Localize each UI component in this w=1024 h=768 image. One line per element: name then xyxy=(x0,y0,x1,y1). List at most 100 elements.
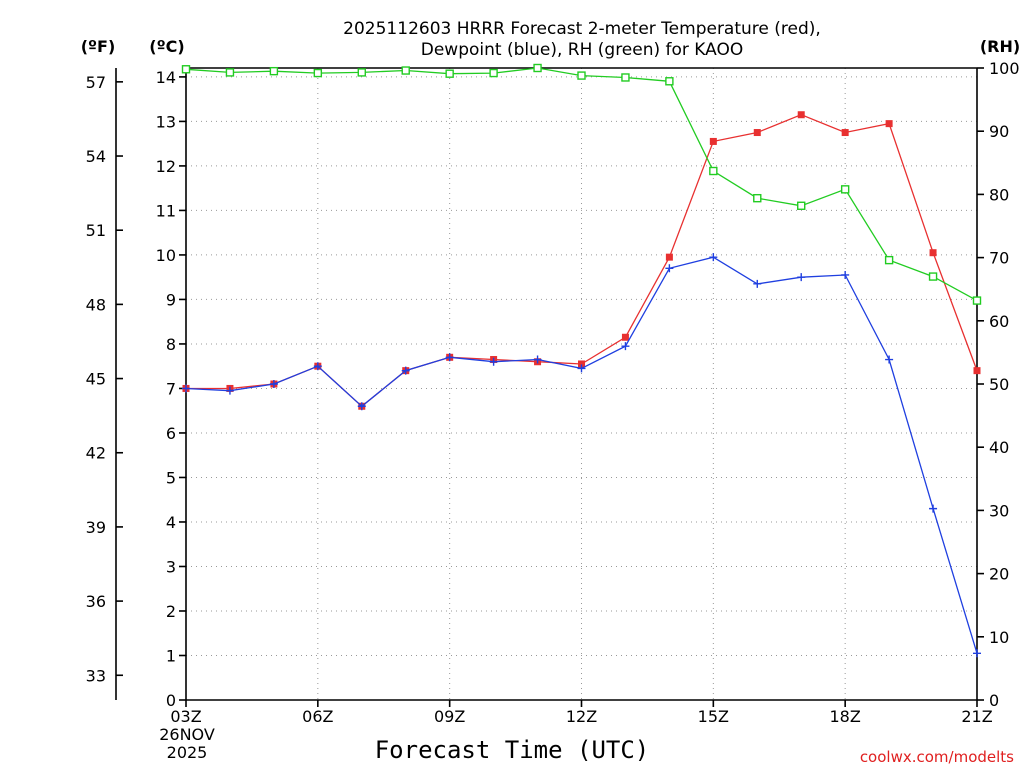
tick-label-f: 45 xyxy=(86,370,106,389)
temperature-point xyxy=(753,129,761,137)
date-label-year: 2025 xyxy=(167,743,208,762)
tick-label-x: 06Z xyxy=(302,707,333,726)
tick-label-x: 12Z xyxy=(566,707,597,726)
dewpoint-point xyxy=(357,402,366,411)
tick-label-f: 36 xyxy=(86,592,106,611)
dewpoint-point xyxy=(533,355,542,364)
tick-label-f: 48 xyxy=(86,295,106,314)
tick-label-f: 33 xyxy=(86,666,106,685)
tick-label-rh: 60 xyxy=(989,312,1009,331)
temperature-point xyxy=(797,111,805,119)
rh-point xyxy=(313,68,323,78)
dewpoint-point xyxy=(269,380,278,388)
tick-label-rh: 100 xyxy=(989,59,1020,78)
dewpoint-point xyxy=(709,253,718,262)
x-axis-title: Forecast Time (UTC) xyxy=(375,736,650,764)
tick-label-f: 57 xyxy=(86,73,106,92)
dewpoint-point xyxy=(885,355,894,364)
rh-point xyxy=(928,272,938,281)
dewpoint-point xyxy=(797,273,806,282)
tick-label-rh: 40 xyxy=(989,438,1009,457)
dewpoint-point xyxy=(445,353,454,362)
tick-label-f: 54 xyxy=(86,147,106,166)
tick-label-f: 42 xyxy=(86,444,106,463)
temperature-point xyxy=(929,249,937,257)
unit-label-rh: (RH) xyxy=(980,37,1020,56)
tick-label-f: 39 xyxy=(86,518,106,537)
tick-label-c: 13 xyxy=(156,112,176,131)
temperature-point xyxy=(885,120,893,128)
tick-label-c: 12 xyxy=(156,157,176,176)
tick-label-f: 51 xyxy=(86,221,106,240)
tick-label-c: 3 xyxy=(166,557,176,576)
tick-label-c: 6 xyxy=(166,424,176,443)
rh-point xyxy=(181,65,191,74)
temperature-point xyxy=(973,367,981,375)
rh-point xyxy=(621,73,630,82)
tick-label-c: 1 xyxy=(166,646,176,665)
dewpoint-point xyxy=(182,384,190,393)
rh-point xyxy=(884,255,894,265)
tick-label-rh: 10 xyxy=(989,628,1009,647)
rh-point xyxy=(269,66,279,76)
date-label-day: 26NOV xyxy=(159,725,215,744)
dewpoint-point xyxy=(665,264,674,273)
axes xyxy=(115,67,984,707)
tick-label-x: 03Z xyxy=(170,707,201,726)
tick-label-c: 4 xyxy=(166,513,176,532)
rh-point xyxy=(489,68,498,78)
rh-point xyxy=(225,68,235,77)
dewpoint-point xyxy=(313,362,322,371)
rh-point xyxy=(357,68,366,77)
tick-label-x: 15Z xyxy=(698,707,729,726)
tick-label-x: 18Z xyxy=(830,707,861,726)
rh-point xyxy=(577,71,586,80)
credit-text: coolwx.com/modelts xyxy=(860,748,1014,766)
rh-point xyxy=(401,66,410,75)
tick-label-c: 0 xyxy=(166,691,176,710)
tick-label-rh: 50 xyxy=(989,375,1009,394)
rh-point xyxy=(709,166,718,176)
dewpoint-point xyxy=(753,279,762,288)
dewpoint-point xyxy=(929,504,938,513)
chart-title-line1: 2025112603 HRRR Forecast 2-meter Tempera… xyxy=(343,19,821,39)
dewpoint-point xyxy=(577,364,586,373)
dewpoint-point xyxy=(225,386,234,395)
dewpoint-point xyxy=(401,366,410,375)
rh-point xyxy=(753,193,762,203)
rh-point xyxy=(445,69,454,78)
unit-label-fahrenheit: (ºF) xyxy=(81,37,116,56)
rh-point xyxy=(972,296,982,305)
rh-point xyxy=(797,201,806,210)
tick-label-c: 10 xyxy=(156,246,176,265)
tick-label-rh: 0 xyxy=(989,691,999,710)
tick-label-rh: 70 xyxy=(989,249,1009,268)
tick-label-x: 21Z xyxy=(961,707,992,726)
dewpoint-point xyxy=(489,357,498,366)
tick-label-rh: 80 xyxy=(989,185,1009,204)
series-layer xyxy=(181,63,982,658)
dewpoint-point xyxy=(841,270,850,279)
tick-label-c: 5 xyxy=(166,468,176,487)
rh-point xyxy=(665,77,674,86)
tick-label-x: 09Z xyxy=(434,707,465,726)
temperature-point xyxy=(841,129,849,137)
tick-label-c: 14 xyxy=(156,68,176,87)
dewpoint-point xyxy=(973,649,981,658)
tick-labels: 0123456789101112131433363942454851545701… xyxy=(86,59,1020,726)
tick-label-c: 2 xyxy=(166,602,176,621)
unit-label-celsius: (ºC) xyxy=(149,37,184,56)
tick-label-rh: 30 xyxy=(989,501,1009,520)
tick-label-c: 7 xyxy=(166,379,176,398)
tick-label-c: 11 xyxy=(156,201,176,220)
temperature-point xyxy=(709,137,717,145)
tick-label-rh: 90 xyxy=(989,122,1009,141)
tick-label-c: 9 xyxy=(166,290,176,309)
rh-point xyxy=(840,185,850,194)
rh-point xyxy=(533,63,542,73)
chart-title-line2: Dewpoint (blue), RH (green) for KAOO xyxy=(421,40,744,60)
dewpoint-point xyxy=(621,342,630,351)
temperature-point xyxy=(665,253,673,261)
